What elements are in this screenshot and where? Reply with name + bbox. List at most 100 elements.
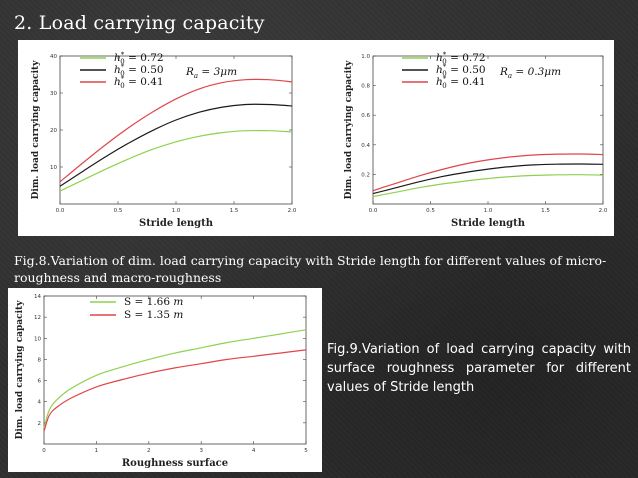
legend-subscript: 0 <box>442 70 446 78</box>
fig8a-roughness-annotation: Ra = 3μm <box>185 66 237 80</box>
fig8b-series-line-0 <box>372 174 604 198</box>
fig9-y-tick-label: 6 <box>38 379 42 385</box>
fig9-y-tick-label: 14 <box>34 294 41 300</box>
legend-subscript: 0 <box>120 82 124 90</box>
fig8b-x-tick-label: 1.0 <box>484 208 493 214</box>
legend-value: = 0.41 <box>447 76 486 88</box>
legend-superscript: * <box>121 75 125 83</box>
fig8a-x-tick-label: 0.5 <box>114 208 123 214</box>
legend-unit: m <box>173 296 183 308</box>
legend-value: S = 1.35 <box>124 309 173 321</box>
figure-9-panel: 0 1 2 3 4 5 2 4 6 8 10 12 14 Roughness surface Dim. lo… <box>8 288 322 472</box>
fig8a-legend-entry: h* 0 = 0.41 <box>114 75 164 90</box>
fig9-plot-frame <box>43 295 307 445</box>
figure-8-panel: 0.0 0.5 1.0 1.5 2.0 10 20 30 40 Stride length Dim.… <box>18 40 614 236</box>
fig9-y-axis-label: Dim. load carrying capacity <box>15 300 25 440</box>
legend-value: S = 1.66 <box>124 296 173 308</box>
fig8b-series-line-1 <box>372 163 604 195</box>
fig8a-series-line-2 <box>59 78 293 183</box>
fig9-y-tick-label: 10 <box>34 336 41 342</box>
fig8a-chart: 0.0 0.5 1.0 1.5 2.0 10 20 30 40 Stride length Dim.… <box>31 51 297 229</box>
fig8b-x-tick-label: 0.5 <box>426 208 435 214</box>
annotation-value: = 3μm <box>198 66 237 78</box>
fig8b-y-tick-label: 0.6 <box>361 113 370 119</box>
fig9-y-tick-label: 8 <box>38 357 42 363</box>
fig9-x-tick-label: 0 <box>42 448 46 454</box>
legend-symbol: h <box>114 76 121 88</box>
figure-9-caption: Fig.9.Variation of load carrying capacit… <box>327 342 631 395</box>
fig8b-y-tick-label: 0.8 <box>361 84 370 90</box>
fig8a-x-tick-label: 1.5 <box>230 208 239 214</box>
slide-title: 2. Load carrying capacity <box>14 12 265 34</box>
legend-subscript: 0 <box>442 82 446 90</box>
fig8b-x-tick-label: 1.5 <box>541 208 550 214</box>
fig8b-roughness-annotation: Ra = 0.3μm <box>499 66 561 80</box>
fig8b-plot-frame <box>372 55 604 205</box>
fig8b-legend-entry: h* 0 = 0.50 <box>436 63 486 78</box>
fig9-legend-entry: S = 1.66 m <box>124 296 183 308</box>
annotation-subscript: a <box>508 72 512 80</box>
legend-symbol: h <box>114 52 121 64</box>
fig9-y-tick-label: 12 <box>34 315 41 321</box>
fig9-x-tick-label: 3 <box>199 448 203 454</box>
fig9-series-line-1 <box>43 349 307 432</box>
legend-subscript: 0 <box>120 58 124 66</box>
fig9-x-tick-label: 4 <box>252 448 256 454</box>
legend-symbol: h <box>436 64 443 76</box>
fig9-legend-entry: S = 1.35 m <box>124 309 183 321</box>
legend-symbol: h <box>436 52 443 64</box>
fig8a-x-axis-label: Stride length <box>139 218 214 229</box>
fig9-x-tick-label: 1 <box>95 448 99 454</box>
fig8a-y-tick-label: 20 <box>50 128 57 134</box>
fig9-x-tick-label: 5 <box>304 448 308 454</box>
legend-symbol: h <box>114 64 121 76</box>
fig8a-x-tick-label: 2.0 <box>288 208 297 214</box>
legend-superscript: * <box>443 75 447 83</box>
fig8a-y-tick-label: 10 <box>50 165 57 171</box>
annotation-symbol: R <box>185 66 194 78</box>
fig8b-y-tick-label: 0.4 <box>361 143 370 149</box>
legend-unit: m <box>173 309 183 321</box>
fig8a-series-line-1 <box>59 103 293 187</box>
annotation-symbol: R <box>499 66 508 78</box>
fig8b-y-axis-label: Dim. load carrying capacity <box>344 60 354 200</box>
fig9-y-tick-label: 4 <box>38 400 42 406</box>
legend-value: = 0.50 <box>447 64 486 76</box>
fig8b-y-tick-label: 0.2 <box>361 172 370 178</box>
fig8b-series-line-2 <box>372 153 604 192</box>
fig8b-x-tick-label: 2.0 <box>599 208 608 214</box>
fig8a-series-line-0 <box>59 129 293 192</box>
annotation-value: = 0.3μm <box>512 66 561 78</box>
fig8b-chart: 0.0 0.5 1.0 1.5 2.0 0.2 0.4 0.6 0.8 1.0 Stride len… <box>344 51 608 229</box>
fig8b-legend-entry: h* 0 = 0.72 <box>436 51 486 66</box>
legend-subscript: 0 <box>120 70 124 78</box>
fig8b-y-tick-label: 1.0 <box>361 54 370 60</box>
figure-8-caption: Fig.8.Variation of dim. load carrying ca… <box>14 253 607 285</box>
fig8b-x-axis-label: Stride length <box>451 218 526 229</box>
fig8b-x-tick-label: 0.0 <box>369 208 378 214</box>
fig9-y-tick-label: 2 <box>38 421 42 427</box>
fig8a-legend-entry: h* 0 = 0.50 <box>114 63 164 78</box>
fig9-x-axis-label: Roughness surface <box>122 458 228 469</box>
legend-superscript: * <box>121 63 125 71</box>
fig8b-legend-entry: h* 0 = 0.41 <box>436 75 486 90</box>
fig8a-y-tick-label: 40 <box>50 54 57 60</box>
fig8a-y-axis-label: Dim. load carrying capacity <box>31 60 41 200</box>
fig8a-x-tick-label: 0.0 <box>56 208 65 214</box>
legend-superscript: * <box>443 51 447 59</box>
legend-value: = 0.72 <box>125 52 164 64</box>
annotation-subscript: a <box>194 72 198 80</box>
fig8a-x-tick-label: 1.0 <box>172 208 181 214</box>
fig8a-legend-entry: h* 0 = 0.72 <box>114 51 164 66</box>
fig8a-y-tick-label: 30 <box>50 91 57 97</box>
legend-value: = 0.72 <box>447 52 486 64</box>
legend-superscript: * <box>121 51 125 59</box>
fig9-series-line-0 <box>43 329 307 429</box>
fig9-x-tick-label: 2 <box>147 448 151 454</box>
legend-subscript: 0 <box>442 58 446 66</box>
legend-symbol: h <box>436 76 443 88</box>
legend-value: = 0.50 <box>125 64 164 76</box>
figure-8-svg: 0.0 0.5 1.0 1.5 2.0 10 20 30 40 Stride length Dim.… <box>31 51 608 229</box>
